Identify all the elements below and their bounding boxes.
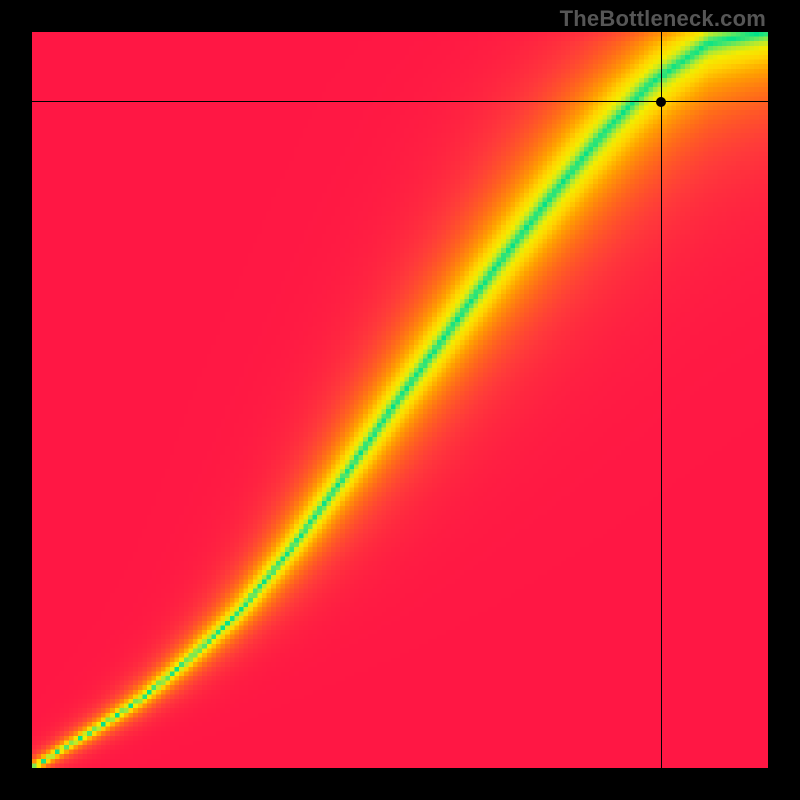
crosshair-marker-dot [656, 97, 666, 107]
crosshair-vertical [661, 32, 662, 768]
chart-container: TheBottleneck.com [0, 0, 800, 800]
watermark-text: TheBottleneck.com [560, 6, 766, 32]
bottleneck-heatmap [32, 32, 768, 768]
